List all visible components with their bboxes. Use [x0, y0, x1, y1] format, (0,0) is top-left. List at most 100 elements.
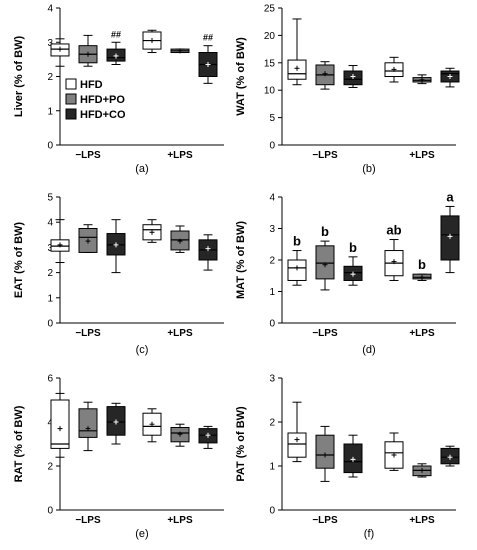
box [287, 250, 307, 286]
y-tick-label: 4 [47, 4, 53, 15]
box [343, 65, 363, 88]
box [106, 219, 126, 274]
box-body [315, 434, 335, 469]
box [142, 219, 162, 243]
y-axis-label: MAT (% of BW) [235, 221, 247, 299]
x-tick-label: −LPS [312, 150, 338, 161]
box [78, 401, 98, 452]
box [78, 224, 98, 253]
box [170, 225, 190, 253]
x-tick-label: −LPS [312, 515, 338, 526]
box [142, 408, 162, 443]
legend-swatch [65, 78, 77, 90]
panel-caption: (d) [362, 344, 375, 356]
significance-label: ## [111, 29, 121, 39]
box [384, 432, 404, 471]
legend: HFD HFD+PO HFD+CO [65, 78, 126, 121]
box [315, 425, 335, 482]
y-tick-label: 5 [269, 113, 275, 124]
box [78, 34, 98, 67]
y-tick-label: 25 [264, 4, 276, 15]
y-tick-label: 4 [47, 418, 53, 429]
box [106, 41, 126, 66]
box [440, 445, 460, 467]
box [412, 463, 432, 478]
significance-label: b [418, 257, 426, 272]
panel-c: 0 1 2 3 4 5 EAT (% of BW) −LPS +LPS (c) [13, 193, 224, 356]
panel-a: 0 1 2 3 4 Liver (% of BW) −LPS +LPS ## ## (a) [13, 4, 224, 175]
y-tick-label: 1 [269, 462, 275, 473]
box-body [287, 432, 307, 458]
box [142, 29, 162, 54]
legend-label: HFD+PO [80, 94, 125, 106]
y-tick-label: 1 [269, 287, 275, 298]
significance-label: b [293, 234, 301, 249]
legend-label: HFD+CO [80, 109, 126, 121]
x-tick-label: +LPS [167, 515, 193, 526]
box [287, 18, 307, 86]
y-tick-label: 0 [47, 141, 53, 152]
box [384, 239, 404, 281]
box [343, 256, 363, 286]
box [170, 423, 190, 447]
box [343, 434, 363, 478]
y-tick-label: 2 [269, 418, 275, 429]
box [50, 392, 70, 458]
y-tick-label: 0 [47, 319, 53, 330]
y-axis-label: RAT (% of BW) [13, 405, 25, 482]
x-tick-label: +LPS [409, 515, 435, 526]
y-tick-label: 2 [47, 268, 53, 279]
box [170, 48, 190, 54]
y-tick-label: 4 [47, 218, 53, 229]
significance-label: b [349, 240, 357, 255]
y-tick-label: 0 [269, 319, 275, 330]
x-tick-label: −LPS [312, 328, 338, 339]
box [384, 56, 404, 83]
box [315, 240, 335, 291]
legend-swatch [65, 108, 77, 120]
panel-e: 0 2 4 6 RAT (% of BW) −LPS +LPS (e) [13, 374, 224, 540]
y-tick-label: 0 [269, 506, 275, 517]
box [440, 67, 460, 88]
y-tick-label: 4 [269, 193, 275, 204]
y-tick-label: 2 [47, 462, 53, 473]
panel-caption: (e) [135, 528, 148, 540]
panel-b: 0 5 10 15 20 25 WAT (% of BW) −LPS +LPS (b) [235, 4, 460, 175]
legend-swatch [65, 93, 77, 105]
y-tick-label: 0 [269, 141, 275, 152]
box [412, 273, 432, 281]
x-tick-label: +LPS [167, 328, 193, 339]
box [50, 38, 70, 67]
box [198, 45, 218, 84]
significance-label: ab [386, 223, 401, 238]
significance-label: ## [203, 33, 213, 43]
significance-label: b [321, 224, 329, 239]
y-tick-label: 3 [269, 374, 275, 385]
y-tick-label: 1 [47, 106, 53, 117]
panel-caption: (b) [362, 163, 375, 175]
panel-d: 0 1 2 3 4 MAT (% of BW) −LPS +LPS b b b ab b a (d) [235, 189, 460, 356]
significance-label: a [446, 189, 454, 204]
x-tick-label: +LPS [409, 150, 435, 161]
box [440, 205, 460, 274]
box [412, 74, 432, 85]
panel-caption: (c) [136, 344, 149, 356]
y-tick-label: 2 [47, 72, 53, 83]
legend-label: HFD [80, 79, 103, 91]
x-tick-label: +LPS [409, 328, 435, 339]
y-axis-label: Liver (% of BW) [13, 36, 25, 118]
y-tick-label: 6 [47, 374, 53, 385]
panel-caption: (f) [364, 528, 374, 540]
y-axis-label: PAT (% of BW) [235, 406, 247, 482]
x-tick-label: −LPS [75, 515, 101, 526]
box-body [50, 399, 70, 449]
x-tick-label: −LPS [75, 150, 101, 161]
y-axis-label: EAT (% of BW) [13, 222, 25, 299]
panel-caption: (a) [135, 163, 148, 175]
box [198, 234, 218, 271]
y-axis-label: WAT (% of BW) [235, 37, 247, 116]
y-tick-label: 0 [47, 506, 53, 517]
x-tick-label: +LPS [167, 150, 193, 161]
y-tick-label: 2 [269, 256, 275, 267]
